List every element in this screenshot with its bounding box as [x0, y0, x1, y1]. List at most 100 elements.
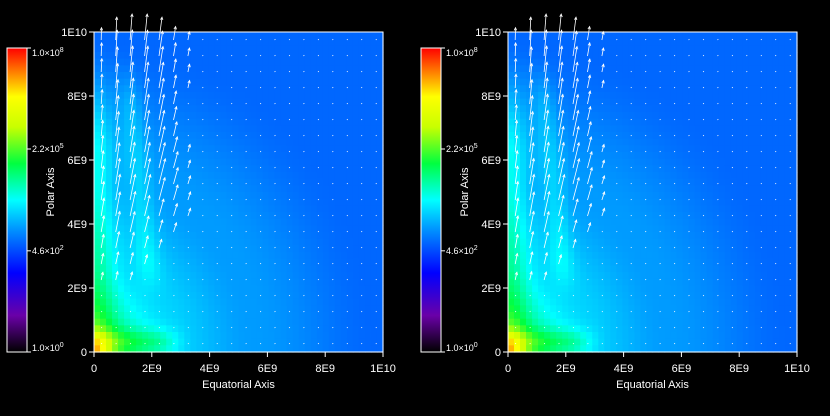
heatmap-cell — [280, 338, 288, 346]
heatmap-cell — [748, 145, 756, 153]
heatmap-cell — [682, 98, 690, 106]
heatmap-cell — [760, 165, 768, 173]
heatmap-cell — [340, 238, 348, 246]
heatmap-cell — [100, 98, 107, 106]
heatmap-cell — [532, 152, 539, 160]
heatmap-cell — [316, 165, 324, 173]
heatmap-cell — [532, 345, 539, 353]
heatmap-cell — [160, 78, 167, 86]
heatmap-cell — [274, 265, 282, 273]
vector-dot — [303, 166, 305, 169]
heatmap-cell — [238, 312, 246, 320]
heatmap-cell — [604, 105, 611, 113]
heatmap-cell — [544, 65, 551, 73]
x-tick-label: 0 — [91, 363, 97, 375]
heatmap-cell — [754, 92, 762, 100]
vector-arrow — [158, 198, 165, 217]
heatmap-cell — [562, 178, 569, 186]
heatmap-cell — [544, 185, 551, 193]
heatmap-cell — [628, 298, 636, 306]
heatmap-cell — [220, 212, 228, 220]
heatmap-cell — [334, 138, 342, 146]
heatmap-cell — [520, 112, 527, 120]
heatmap-cell — [544, 52, 551, 60]
heatmap-cell — [130, 272, 137, 280]
heatmap-cell — [706, 152, 714, 160]
heatmap-cell — [724, 238, 732, 246]
heatmap-cell — [514, 325, 521, 333]
heatmap-cell — [316, 72, 324, 80]
heatmap-cell — [622, 145, 630, 153]
heatmap-cell — [274, 78, 282, 86]
heatmap-cell — [346, 285, 354, 293]
heatmap-cell — [706, 332, 714, 340]
heatmap-cell — [586, 78, 593, 86]
heatmap-cell — [652, 45, 660, 53]
heatmap-cell — [334, 338, 342, 346]
heatmap-cell — [292, 198, 300, 206]
heatmap-cell — [508, 225, 515, 233]
heatmap-cell — [322, 252, 330, 260]
heatmap-cell — [628, 225, 636, 233]
heatmap-cell — [136, 292, 143, 300]
heatmap-cell — [166, 178, 173, 186]
heatmap-cell — [118, 65, 125, 73]
heatmap-cell — [346, 105, 354, 113]
heatmap-cell — [220, 312, 228, 320]
heatmap-cell — [286, 85, 294, 93]
heatmap-cell — [130, 212, 137, 220]
heatmap-cell — [118, 52, 125, 60]
vector-dot — [144, 326, 146, 329]
heatmap-cell — [262, 285, 270, 293]
heatmap-cell — [664, 265, 672, 273]
heatmap-cell — [514, 258, 521, 266]
heatmap-cell — [376, 125, 384, 133]
heatmap-cell — [280, 138, 288, 146]
vector-arrowhead — [132, 157, 137, 162]
heatmap-cell — [238, 165, 246, 173]
heatmap-cell — [358, 72, 366, 80]
heatmap-cell — [214, 272, 222, 280]
heatmap-cell — [592, 78, 599, 86]
heatmap-cell — [568, 232, 575, 240]
heatmap-cell — [664, 85, 672, 93]
heatmap-cell — [670, 252, 678, 260]
heatmap-cell — [586, 252, 593, 260]
heatmap-cell — [154, 112, 161, 120]
heatmap-cell — [106, 158, 113, 166]
vector-arrowhead — [144, 253, 149, 258]
heatmap-cell — [334, 92, 342, 100]
vector-dot — [216, 182, 218, 185]
heatmap-cell — [508, 345, 515, 353]
heatmap-cell — [238, 65, 246, 73]
heatmap-cell — [238, 158, 246, 166]
heatmap-cell — [604, 265, 611, 273]
vector-arrow — [115, 251, 119, 265]
heatmap-cell — [652, 58, 660, 66]
heatmap-cell — [748, 338, 756, 346]
heatmap-cell — [514, 285, 521, 293]
heatmap-cell — [550, 192, 557, 200]
heatmap-cell — [514, 32, 521, 40]
heatmap-cell — [250, 52, 258, 60]
heatmap-cell — [292, 325, 300, 333]
heatmap-cell — [604, 258, 611, 266]
heatmap-cell — [544, 212, 551, 220]
heatmap-cell — [244, 205, 252, 213]
heatmap-cell — [136, 338, 143, 346]
heatmap-cell — [238, 198, 246, 206]
heatmap-cell — [166, 338, 173, 346]
heatmap-cell — [172, 192, 179, 200]
heatmap-cell — [202, 152, 209, 160]
heatmap-cell — [364, 145, 372, 153]
heatmap-cell — [304, 72, 312, 80]
heatmap-cell — [130, 98, 137, 106]
heatmap-cell — [646, 178, 654, 186]
heatmap-cell — [262, 185, 270, 193]
heatmap-cell — [328, 45, 336, 53]
heatmap-cell — [550, 178, 557, 186]
heatmap-cell — [196, 278, 203, 286]
heatmap-cell — [658, 65, 666, 73]
heatmap-cell — [634, 305, 642, 313]
heatmap-cell — [640, 305, 648, 313]
